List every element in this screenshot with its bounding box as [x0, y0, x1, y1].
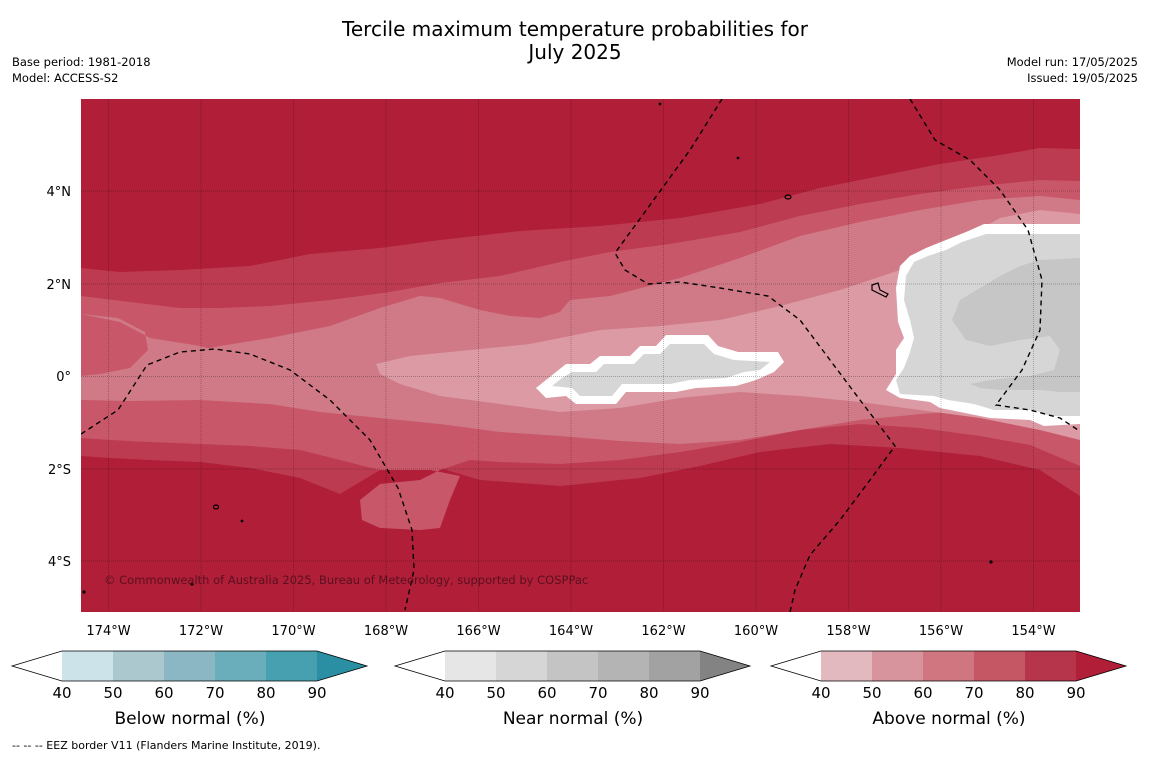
colorbar-swatch — [821, 651, 872, 681]
colorbar-swatch — [62, 651, 113, 681]
colorbar-label: Near normal (%) — [502, 709, 644, 729]
colorbar-tick: 90 — [1066, 684, 1086, 702]
colorbar-swatch — [872, 651, 923, 681]
colorbar-below-normal-scale — [10, 650, 369, 682]
colorbar-tick: 80 — [256, 684, 276, 702]
lon-tick-label: 158°W — [826, 624, 870, 639]
colorbar-swatch — [1076, 651, 1126, 681]
colorbar-tick: 90 — [307, 684, 327, 702]
colorbar-above-normal: 40 50 60 70 80 90 Above normal (%) — [769, 650, 1129, 730]
colorbar-swatch — [1025, 651, 1076, 681]
meta-right: Model run: 17/05/2025 Issued: 19/05/2025 — [1007, 54, 1138, 86]
colorbar-swatch — [395, 651, 445, 681]
lon-tick-label: 160°W — [734, 624, 778, 639]
colorbar-tick: 70 — [964, 684, 984, 702]
island-marker — [658, 102, 662, 106]
colorbar-outline — [769, 650, 1128, 682]
colorbar-outline — [393, 650, 752, 682]
lon-tick-label: 172°W — [179, 624, 223, 639]
colorbar-swatch — [547, 651, 598, 681]
lat-tick-label: 4°S — [48, 555, 71, 570]
lon-tick-label: 164°W — [549, 624, 593, 639]
colorbar-label: Above normal (%) — [872, 709, 1026, 729]
lat-tick-labels: 4°N 2°N 0° 2°S 4°S — [47, 185, 72, 570]
map-canvas: © Commonwealth of Australia 2025, Bureau… — [47, 99, 1080, 639]
colorbar-below-normal: 40 50 60 70 80 90 Below normal (%) — [10, 650, 370, 730]
island-marker — [784, 194, 792, 200]
meta-left: Base period: 1981-2018 Model: ACCESS-S2 — [12, 54, 151, 86]
island-marker — [736, 156, 740, 160]
colorbar-near-normal: 40 50 60 70 80 90 Near normal (%) — [393, 650, 753, 730]
colorbar-label: Below normal (%) — [114, 709, 266, 729]
island-marker — [190, 582, 194, 586]
lat-tick-label: 4°N — [47, 185, 72, 200]
eez-border-west — [81, 348, 415, 611]
lon-tick-label: 174°W — [86, 624, 130, 639]
colorbar-swatch — [113, 651, 164, 681]
colorbar-swatch — [266, 651, 317, 681]
colorbar-tick: 90 — [690, 684, 710, 702]
colorbar-near-normal-scale — [393, 650, 752, 682]
colorbar-swatch — [649, 651, 700, 681]
colorbar-tick: 60 — [154, 684, 174, 702]
island-marker — [871, 282, 889, 298]
lon-tick-label: 156°W — [919, 624, 963, 639]
lon-tick-label: 168°W — [364, 624, 408, 639]
islands — [82, 102, 993, 594]
lon-tick-label: 162°W — [641, 624, 685, 639]
map-near-normal-west — [552, 344, 770, 396]
colorbar-swatch — [215, 651, 266, 681]
colorbar-tick: 60 — [537, 684, 557, 702]
colorbar-above-normal-scale — [769, 650, 1128, 682]
island-marker — [212, 504, 220, 510]
colorbar-swatch — [923, 651, 974, 681]
colorbar-swatch — [445, 651, 496, 681]
colorbar-tick: 50 — [862, 684, 882, 702]
colorbar-swatch — [12, 651, 62, 681]
colorbar-tick: 60 — [913, 684, 933, 702]
lat-tick-label: 0° — [56, 370, 71, 385]
colorbar-tick: 70 — [205, 684, 225, 702]
eez-legend-footer: -- -- -- EEZ border V11 (Flanders Marine… — [12, 739, 321, 752]
colorbar-tick: 50 — [103, 684, 123, 702]
colorbar-outline — [10, 650, 369, 682]
model-text: Model: ACCESS-S2 — [12, 71, 119, 85]
colorbar-tick: 70 — [588, 684, 608, 702]
map-plot-area: © Commonwealth of Australia 2025, Bureau… — [81, 99, 1080, 612]
colorbar-swatch — [700, 651, 750, 681]
map-title-line1: Tercile maximum temperature probabilitie… — [342, 17, 808, 41]
map-title-line2: July 2025 — [528, 40, 622, 64]
issued-text: Issued: 19/05/2025 — [1027, 71, 1138, 85]
lon-tick-label: 170°W — [271, 624, 315, 639]
colorbar-tick: 40 — [52, 684, 72, 702]
colorbar-swatch — [164, 651, 215, 681]
colorbar-tick: 80 — [1015, 684, 1035, 702]
eez-border-east — [909, 99, 1079, 431]
island-marker — [82, 590, 86, 594]
colorbar-tick: 80 — [639, 684, 659, 702]
island-marker — [989, 560, 993, 564]
base-period-text: Base period: 1981-2018 — [12, 55, 151, 69]
lon-tick-label: 166°W — [456, 624, 500, 639]
colorbar-swatch — [317, 651, 367, 681]
colorbar-swatch — [771, 651, 821, 681]
model-run-text: Model run: 17/05/2025 — [1006, 55, 1138, 69]
map-title: Tercile maximum temperature probabilitie… — [0, 18, 1150, 64]
island-marker — [240, 519, 244, 523]
copyright-text: © Commonwealth of Australia 2025, Bureau… — [104, 573, 588, 587]
colorbar-swatch — [496, 651, 547, 681]
map-grid — [81, 99, 1080, 612]
colorbar-swatch — [974, 651, 1025, 681]
lat-tick-label: 2°N — [47, 278, 72, 293]
colorbar-tick: 40 — [811, 684, 831, 702]
lon-tick-label: 154°W — [1011, 624, 1055, 639]
map-near-normal-70-east — [952, 258, 1080, 392]
colorbar-swatch — [598, 651, 649, 681]
colorbar-tick: 50 — [486, 684, 506, 702]
colorbar-tick: 40 — [435, 684, 455, 702]
lat-tick-label: 2°S — [48, 463, 71, 478]
lon-tick-labels: 174°W 172°W 170°W 168°W 166°W 164°W 162°… — [86, 624, 1055, 639]
eez-borders — [81, 99, 1079, 612]
